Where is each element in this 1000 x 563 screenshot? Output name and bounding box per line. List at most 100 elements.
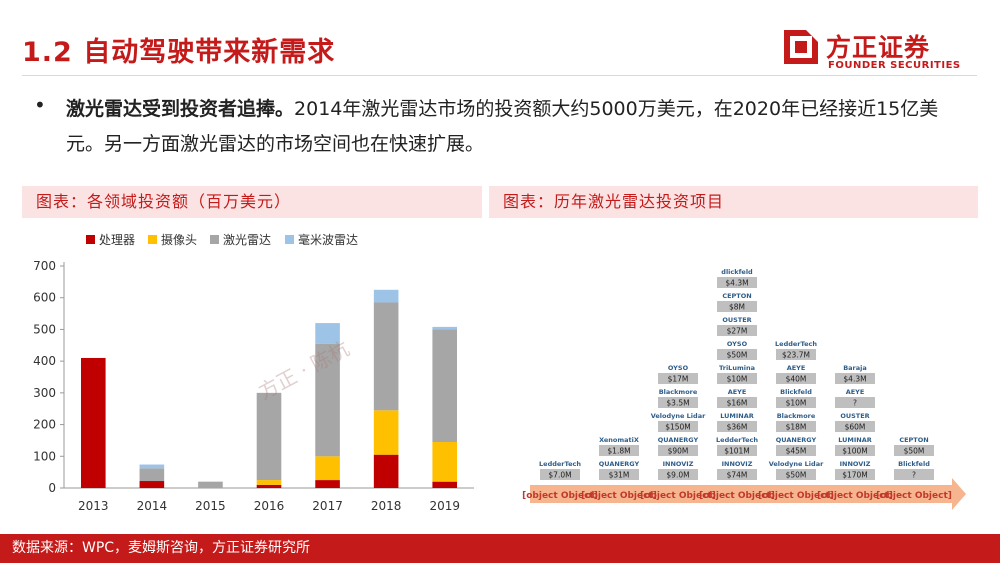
amount-box-[object Object]-7	[717, 445, 757, 456]
amount-[object Object]-1: $31M	[609, 471, 630, 480]
y-tick-label-0: 0	[48, 481, 56, 495]
x-tick-label-2: 2015	[195, 499, 226, 513]
timeline-year-[object Object]: [object Object]	[581, 491, 657, 501]
amount-[object Object]-0: $17M	[668, 375, 689, 384]
founder-logo-icon	[784, 30, 818, 64]
bar-2018-0	[373, 454, 399, 488]
legend-label-0: 处理器	[99, 233, 135, 247]
amount-[object Object]-3: $18M	[786, 423, 807, 432]
amount-[object Object]-2: $10M	[786, 399, 807, 408]
lidar-investment-timeline: [object Object] $7.0M LedderTech [object Ob…	[522, 268, 966, 510]
company-[object Object]-1: CEPTON	[722, 292, 751, 300]
company-[object Object]-1: Blickfeld	[898, 460, 930, 468]
bar-2016-0	[256, 484, 282, 488]
timeline-year-[object Object]: [object Object]	[640, 491, 716, 501]
company-[object Object]-4: QUANERGY	[776, 436, 817, 444]
timeline-arrow	[530, 478, 966, 510]
amount-box-[object Object]-3	[658, 445, 698, 456]
company-[object Object]-1: AEYE	[846, 388, 865, 396]
amount-box-[object Object]-1	[717, 301, 757, 312]
x-tick-label-0: 2013	[78, 499, 109, 513]
legend-swatch-1	[148, 235, 157, 244]
bar-2017-3	[315, 323, 340, 344]
bar-2018-2	[373, 302, 399, 411]
amount-box-[object Object]-0	[835, 373, 875, 384]
amount-[object Object]-8: $74M	[727, 471, 748, 480]
company-[object Object]-2: OUSTER	[840, 412, 869, 420]
company-[object Object]-2: Blickfeld	[780, 388, 812, 396]
bar-2018-1	[373, 410, 399, 455]
amount-box-[object Object]-5	[717, 397, 757, 408]
company-[object Object]-3: Blackmore	[777, 412, 816, 420]
company-[object Object]-0: LedderTech	[775, 340, 817, 348]
company-[object Object]-3: OYSO	[727, 340, 748, 348]
amount-[object Object]-6: $36M	[727, 423, 748, 432]
company-[object Object]-0: XenomatiX	[599, 436, 639, 444]
amount-box-[object Object]-6	[717, 421, 757, 432]
amount-box-[object Object]-8	[717, 469, 757, 480]
company-[object Object]-3: QUANERGY	[658, 436, 699, 444]
amount-box-[object Object]-0	[717, 277, 757, 288]
company-[object Object]-1: QUANERGY	[599, 460, 640, 468]
y-tick-label-4: 400	[33, 354, 56, 368]
amount-box-[object Object]-0	[894, 445, 934, 456]
bar-2019-2	[432, 329, 458, 443]
amount-[object Object]-4: $10M	[727, 375, 748, 384]
amount-[object Object]-0: $4.3M	[843, 375, 866, 384]
bar-2017-0	[315, 480, 340, 488]
bullet-paragraph: 激光雷达受到投资者追捧。2014年激光雷达市场的投资额大约5000万美元，在20…	[66, 92, 966, 162]
y-tick-label-6: 600	[33, 291, 56, 305]
amount-[object Object]-0: $7.0M	[548, 471, 571, 480]
company-[object Object]-2: OUSTER	[722, 316, 751, 324]
amount-[object Object]-5: $16M	[727, 399, 748, 408]
page-title: 1.2 自动驾驶带来新需求	[22, 37, 336, 68]
amount-[object Object]-4: $9.0M	[666, 471, 689, 480]
amount-[object Object]-4: $170M	[842, 471, 868, 480]
company-[object Object]-0: Baraja	[843, 364, 867, 372]
legend-swatch-3	[285, 235, 294, 244]
amount-[object Object]-2: $60M	[845, 423, 866, 432]
x-tick-label-3: 2016	[254, 499, 285, 513]
company-[object Object]-1: Blackmore	[659, 388, 698, 396]
x-tick-label-5: 2018	[371, 499, 402, 513]
amount-[object Object]-1: $8M	[729, 303, 745, 312]
company-[object Object]-6: LUMINAR	[720, 412, 754, 420]
company-[object Object]-1: AEYE	[787, 364, 806, 372]
amount-box-[object Object]-2	[776, 397, 816, 408]
company-[object Object]-0: CEPTON	[899, 436, 928, 444]
bar-2014-0	[139, 481, 165, 488]
company-[object Object]-0: dlickfeld	[721, 268, 753, 276]
bar-2019-1	[432, 442, 458, 482]
amount-[object Object]-3: $90M	[668, 447, 689, 456]
timeline-year-[object Object]: [object Object]	[699, 491, 775, 501]
company-[object Object]-0: OYSO	[668, 364, 689, 372]
amount-box-[object Object]-4	[835, 469, 875, 480]
amount-[object Object]-5: $50M	[786, 471, 807, 480]
amount-box-[object Object]-1	[658, 397, 698, 408]
timeline-year-[object Object]: [object Object]	[817, 491, 893, 501]
amount-box-[object Object]-0	[776, 349, 816, 360]
amount-box-[object Object]-1	[599, 469, 639, 480]
bar-2019-3	[432, 326, 458, 330]
bar-2013-0	[80, 357, 106, 488]
y-tick-label-5: 500	[33, 322, 56, 336]
amount-box-[object Object]-2	[717, 325, 757, 336]
amount-box-[object Object]-3	[776, 421, 816, 432]
y-tick-label-1: 100	[33, 449, 56, 463]
header-divider	[22, 75, 977, 76]
company-[object Object]-7: LedderTech	[716, 436, 758, 444]
amount-box-[object Object]-4	[658, 469, 698, 480]
amount-[object Object]-3: $100M	[842, 447, 868, 456]
amount-[object Object]-1: $3.5M	[666, 399, 689, 408]
amount-box-[object Object]-0	[658, 373, 698, 384]
x-tick-label-1: 2014	[137, 499, 168, 513]
amount-box-[object Object]-3	[835, 445, 875, 456]
timeline-year-[object Object]: [object Object]	[758, 491, 834, 501]
company-[object Object]-0: LedderTech	[539, 460, 581, 468]
amount-box-[object Object]-4	[717, 373, 757, 384]
legend-swatch-2	[210, 235, 219, 244]
left-panel-heading: 图表：各领域投资额（百万美元）	[22, 186, 482, 218]
legend-swatch-0	[86, 235, 95, 244]
legend-label-1: 摄像头	[161, 232, 197, 247]
timeline-year-[object Object]: [object Object]	[522, 491, 598, 501]
